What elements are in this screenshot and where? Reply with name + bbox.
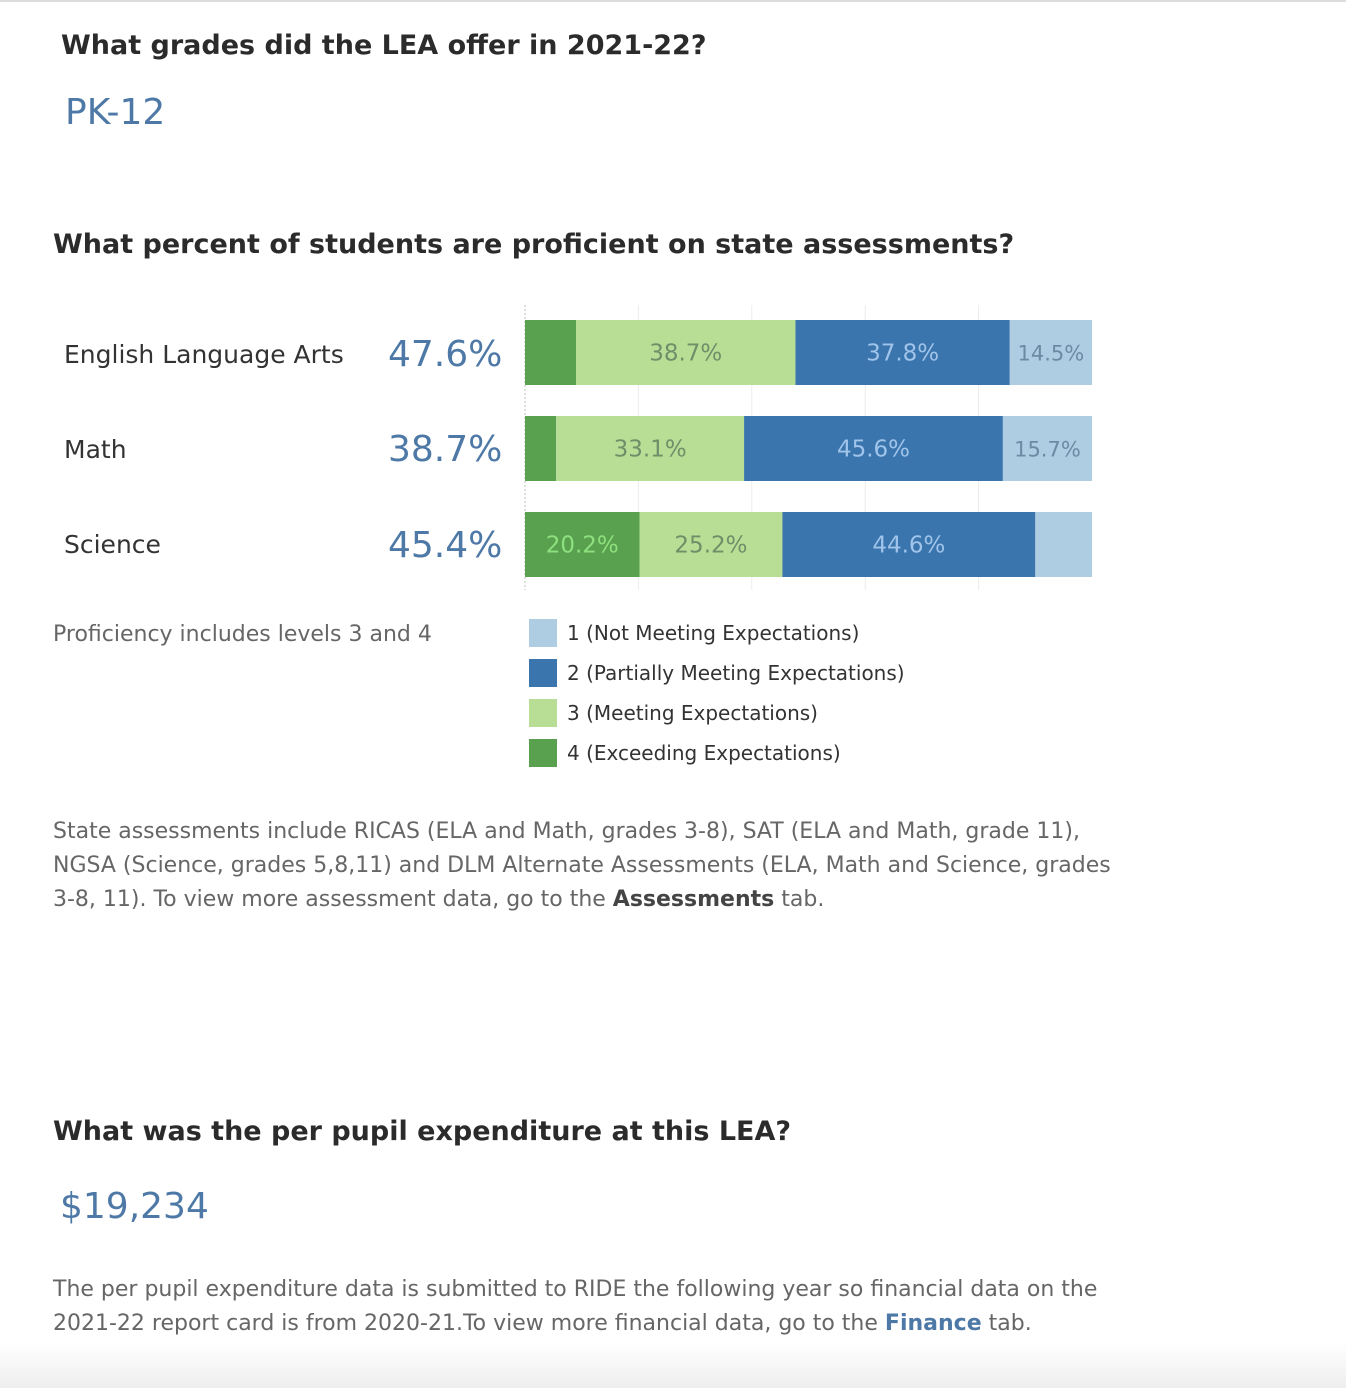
bar-segment-3-level-2 [782, 512, 1036, 577]
bar-data-label: 37.8% [866, 341, 939, 367]
bar-data-label: 20.2% [546, 533, 619, 559]
proficiency-stacked-bar-chart: 38.7% 37.8% 14.5% 33.1% 45.6% 15.7% 20.2% 25.2%… [524, 305, 1092, 590]
bar-segment-2-level-4 [525, 416, 557, 481]
proficiency-percent-ela: 47.6% [388, 334, 503, 375]
bar-segment-2-level-1 [1002, 416, 1092, 481]
legend-label: 3 (Meeting Expectations) [567, 701, 818, 725]
grades-value: PK-12 [65, 92, 166, 133]
subject-label-math: Math [64, 435, 127, 464]
bar-segment-2-level-2 [744, 416, 1003, 481]
legend-label: 4 (Exceeding Expectations) [567, 741, 841, 765]
bar-data-label: 33.1% [614, 437, 687, 463]
grades-question: What grades did the LEA offer in 2021-22… [61, 30, 707, 61]
legend-swatch [529, 739, 557, 767]
assessments-tab-link[interactable]: Assessments [612, 887, 775, 912]
proficiency-percent-science: 45.4% [388, 525, 503, 566]
legend-swatch [529, 619, 557, 647]
legend-swatch [529, 659, 557, 687]
assessments-text: State assessments include RICAS (ELA and… [53, 819, 1111, 912]
bar-segment-1-level-4 [525, 320, 577, 385]
bar-segment-1-level-1 [1009, 320, 1092, 385]
legend-label: 2 (Partially Meeting Expectations) [567, 661, 905, 685]
legend-item: 1 (Not Meeting Expectations) [529, 613, 905, 653]
legend-item: 4 (Exceeding Expectations) [529, 733, 905, 773]
expenditure-question: What was the per pupil expenditure at th… [53, 1116, 792, 1147]
legend-swatch [529, 699, 557, 727]
subject-label-ela: English Language Arts [64, 340, 344, 369]
bar-segment-2-level-3 [556, 416, 745, 481]
bar-data-label: 38.7% [649, 341, 722, 367]
expenditure-text: The per pupil expenditure data is submit… [53, 1277, 1098, 1336]
bar-segment-3-level-4 [525, 512, 640, 577]
assessments-suffix: tab. [774, 887, 825, 912]
chart-legend: 1 (Not Meeting Expectations) 2 (Partially… [529, 613, 905, 773]
subject-label-science: Science [64, 530, 161, 559]
bar-segment-3-level-3 [639, 512, 783, 577]
bar-data-label: 45.6% [837, 437, 910, 463]
legend-item: 3 (Meeting Expectations) [529, 693, 905, 733]
bar-segment-3-level-1 [1035, 512, 1092, 577]
expenditure-description: The per pupil expenditure data is submit… [53, 1273, 1113, 1341]
bar-data-label: 15.7% [1014, 438, 1081, 462]
expenditure-value: $19,234 [60, 1186, 209, 1227]
bar-data-label: 14.5% [1018, 342, 1085, 366]
finance-tab-link[interactable]: Finance [884, 1311, 982, 1336]
proficiency-percent-math: 38.7% [388, 429, 503, 470]
proficiency-question: What percent of students are proficient … [53, 229, 1015, 260]
bar-data-label: 44.6% [872, 533, 945, 559]
bottom-fade [0, 1342, 1346, 1388]
legend-label: 1 (Not Meeting Expectations) [567, 621, 860, 645]
expenditure-suffix: tab. [981, 1311, 1032, 1336]
bar-segment-1-level-2 [795, 320, 1010, 385]
bar-data-label: 25.2% [674, 533, 747, 559]
proficiency-note: Proficiency includes levels 3 and 4 [53, 622, 432, 647]
legend-item: 2 (Partially Meeting Expectations) [529, 653, 905, 693]
bar-segment-1-level-3 [576, 320, 796, 385]
top-divider [0, 0, 1346, 2]
assessments-description: State assessments include RICAS (ELA and… [53, 815, 1113, 917]
